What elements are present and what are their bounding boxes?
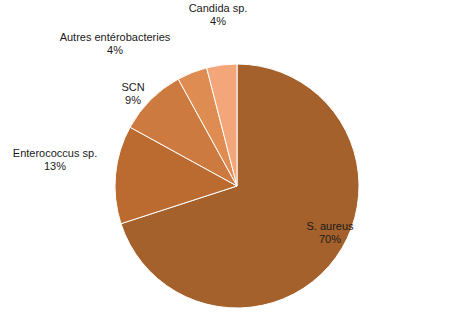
svg-text:S. aureus70%: S. aureus70% xyxy=(306,220,354,245)
svg-text:Candida sp.4%: Candida sp.4% xyxy=(189,2,248,27)
svg-text:Autres entérobacteries4%: Autres entérobacteries4% xyxy=(60,31,171,56)
svg-text:Enterococcus sp.13%: Enterococcus sp.13% xyxy=(13,147,97,172)
svg-text:SCN9%: SCN9% xyxy=(121,81,144,106)
